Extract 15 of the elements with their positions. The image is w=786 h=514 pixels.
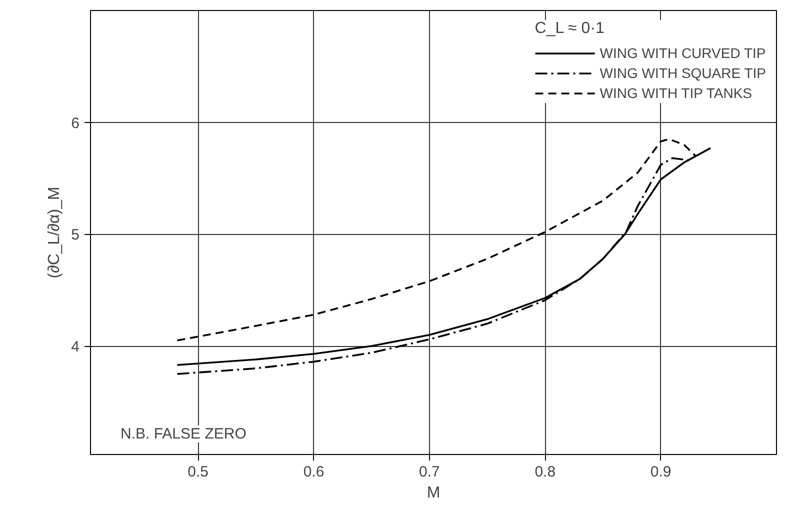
x-tick-label: 0.9	[650, 464, 672, 480]
y-tick-label: 6	[71, 114, 80, 132]
legend-label: WING WITH CURVED TIP	[600, 45, 766, 61]
x-axis-title: M	[426, 484, 440, 502]
y-axis-title: (∂C_L/∂α)_M	[46, 186, 64, 278]
y-tick-label: 4	[71, 338, 80, 356]
y-tick-label: 5	[71, 226, 80, 244]
x-tick-label: 0.6	[303, 464, 324, 480]
x-tick-label: 0.5	[188, 464, 209, 480]
annotation: N.B. FALSE ZERO	[120, 426, 246, 442]
x-tick-label: 0.8	[534, 464, 556, 480]
legend-label: WING WITH SQUARE TIP	[600, 65, 766, 81]
legend-label: WING WITH TIP TANKS	[600, 85, 752, 101]
x-tick-label: 0.7	[419, 464, 440, 480]
legend-title: C_L ≈ 0·1	[534, 20, 606, 38]
